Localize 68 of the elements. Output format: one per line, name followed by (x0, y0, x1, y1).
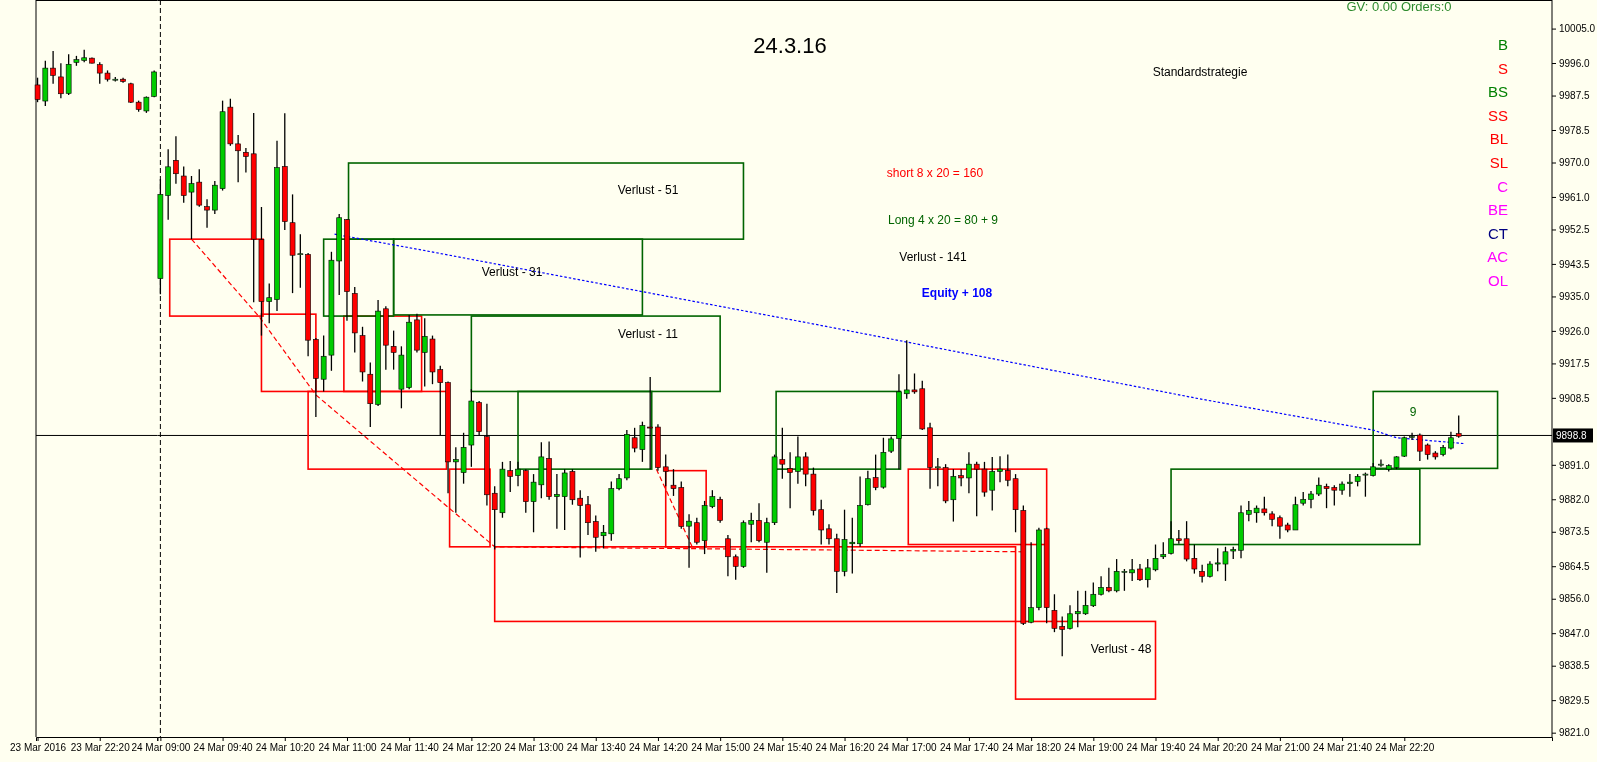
y-tick-label: 9882.0 (1559, 493, 1591, 505)
y-tick-label: 9864.5 (1559, 560, 1591, 572)
annotation: SL (1489, 154, 1508, 171)
annotation: Equity + 108 (921, 286, 993, 300)
annotation: B (1497, 36, 1508, 53)
x-tick-label: 24 Mar 18:20 (1002, 742, 1062, 754)
annotation: BE (1487, 201, 1508, 219)
x-tick-label: 23 Mar 2016 (9, 742, 67, 754)
y-tick-label: 10005.0 (1559, 23, 1596, 35)
annotation: AC (1487, 248, 1509, 266)
annotation: Long 4 x 20 = 80 + 9 (887, 213, 999, 227)
x-tick-label: 24 Mar 17:40 (939, 742, 1000, 754)
y-tick-label: 9978.5 (1559, 124, 1591, 136)
x-tick-label: 24 Mar 13:40 (566, 742, 627, 754)
x-tick-label: 24 Mar 21:00 (1250, 742, 1311, 754)
x-tick-label: 24 Mar 11:00 (318, 742, 377, 754)
annotation: short 8 x 20 = 160 (886, 166, 984, 180)
y-tick-label: 9891.0 (1559, 459, 1591, 471)
annotation: CT (1488, 224, 1508, 242)
annotation: Verlust - 31 (481, 265, 543, 279)
y-tick-label: 9970.0 (1559, 157, 1591, 169)
x-tick-label: 24 Mar 21:40 (1313, 742, 1373, 754)
y-tick-label: 9838.5 (1559, 660, 1591, 672)
ref-line-label: 9898.8 (1556, 430, 1588, 442)
text: 24.3.16 (753, 33, 827, 58)
x-tick-label: 24 Mar 09:40 (193, 742, 253, 754)
x-tick-label: 24 Mar 15:00 (691, 742, 751, 754)
x-tick-label: 24 Mar 22:20 (1375, 742, 1435, 754)
x-tick-label: 24 Mar 14:20 (628, 742, 689, 754)
x-tick-label: 24 Mar 16:20 (815, 742, 875, 754)
annotation: Verlust - 48 (1090, 642, 1152, 656)
y-tick-label: 9873.5 (1559, 526, 1591, 538)
x-tick-label: 24 Mar 19:40 (1126, 742, 1186, 754)
x-tick-label: 24 Mar 11:40 (380, 742, 440, 754)
annotation: Standardstrategie (1152, 65, 1248, 79)
x-tick-label: 24 Mar 09:00 (131, 742, 191, 754)
y-tick-label: 9847.0 (1559, 627, 1591, 639)
y-tick-label: 9987.5 (1559, 90, 1591, 102)
y-tick-label: 9996.0 (1559, 57, 1591, 69)
y-tick-label: 9935.0 (1559, 291, 1591, 303)
y-tick-label: 9952.5 (1559, 224, 1591, 236)
y-tick-label: 9908.5 (1559, 392, 1591, 404)
x-tick-label: 24 Mar 15:40 (753, 742, 813, 754)
y-tick-label: 9829.5 (1559, 694, 1591, 706)
annotation: BS (1487, 83, 1508, 101)
annotation: SS (1487, 106, 1508, 124)
annotation: Verlust - 141 (899, 250, 968, 264)
annotation: GV: 0.00 Orders:0 (1346, 0, 1452, 14)
annotation: BL (1489, 130, 1508, 148)
y-tick-label: 9961.0 (1559, 191, 1591, 203)
y-tick-label: 9856.0 (1559, 593, 1591, 605)
annotation: 9 (1409, 405, 1417, 419)
annotation: C (1497, 177, 1509, 195)
y-tick-label: 9926.0 (1559, 325, 1591, 337)
annotation: OL (1487, 272, 1508, 289)
y-tick-label: 9821.0 (1559, 727, 1591, 739)
x-tick-label: 24 Mar 17:00 (877, 742, 938, 754)
x-tick-label: 24 Mar 13:00 (504, 742, 564, 754)
x-tick-label: 23 Mar 22:20 (70, 742, 131, 754)
x-tick-label: 24 Mar 10:20 (255, 742, 316, 754)
annotation: Verlust - 11 (618, 327, 679, 341)
y-tick-label: 9917.5 (1559, 358, 1591, 370)
x-tick-label: 24 Mar 12:20 (442, 742, 502, 754)
x-tick-label: 24 Mar 19:00 (1064, 742, 1124, 754)
y-tick-label: 9943.5 (1559, 258, 1591, 270)
annotation: S (1497, 59, 1508, 77)
x-tick-label: 24 Mar 20:20 (1188, 742, 1249, 754)
annotation: Verlust - 51 (617, 183, 679, 197)
